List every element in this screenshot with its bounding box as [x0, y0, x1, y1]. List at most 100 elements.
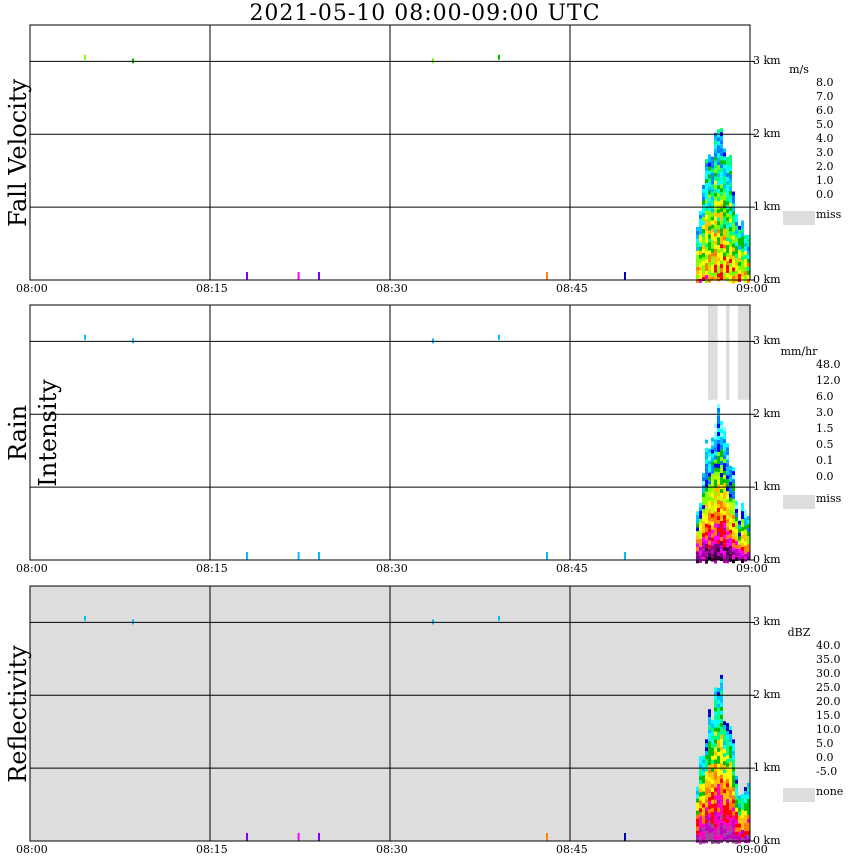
echo-cell [699, 242, 702, 247]
echo-cell [735, 779, 738, 784]
echo-cell [729, 489, 732, 494]
echo-cell [720, 429, 723, 433]
echo-cell [708, 745, 711, 750]
echo-cell [705, 827, 708, 832]
echo-cell [714, 535, 717, 540]
echo-cell [708, 709, 711, 714]
echo-cell [717, 496, 720, 500]
echo-cell [729, 279, 732, 283]
echo-cell [702, 225, 705, 229]
echo-cell [696, 834, 699, 839]
echo-cell [726, 233, 729, 238]
echo-cell [708, 206, 711, 211]
echo-cell [711, 489, 714, 494]
echo-cell [732, 251, 735, 256]
echo-cell [732, 519, 735, 524]
echo-cell [702, 823, 705, 828]
echo-cell [714, 695, 717, 700]
echo-cell [717, 536, 720, 540]
echo-cell [711, 477, 714, 482]
echo-cell [705, 487, 708, 492]
echo-cell [744, 251, 747, 256]
echo-speckle [84, 54, 86, 60]
echo-cell [705, 447, 708, 452]
echo-cell [711, 180, 714, 185]
echo-cell [723, 435, 726, 440]
echo-cell [711, 236, 714, 241]
ground-speckle [546, 272, 548, 280]
echo-cell [729, 179, 732, 183]
echo-cell [705, 511, 708, 516]
echo-cell [720, 750, 723, 755]
ground-speckle [318, 272, 320, 280]
echo-cell [711, 216, 714, 221]
echo-cell [717, 695, 720, 700]
echo-cell [732, 487, 735, 492]
legend-label: 0.0 [816, 188, 834, 201]
echo-cell [720, 541, 723, 545]
echo-cell [711, 517, 714, 522]
echo-cell [744, 787, 747, 792]
y-tick-label: 2 km [753, 127, 781, 141]
echo-cell [696, 262, 699, 267]
echo-cell [696, 507, 699, 512]
echo-cell [705, 803, 708, 808]
echo-cell [708, 496, 711, 501]
echo-cell [729, 734, 732, 739]
echo-cell [738, 815, 741, 820]
echo-cell [708, 528, 711, 533]
chart-title: 2021-05-10 08:00-09:00 UTC [249, 1, 601, 26]
x-tick-label: 08:15 [196, 282, 228, 295]
echo-cell [717, 237, 720, 242]
echo-cell [717, 739, 720, 744]
echo-cell [732, 259, 735, 264]
echo-cell [723, 248, 726, 253]
echo-cell [708, 793, 711, 798]
echo-cell [729, 545, 732, 550]
echo-cell [738, 516, 741, 521]
echo-cell [729, 155, 732, 159]
echo-cell [717, 524, 720, 528]
echo-cell [729, 247, 732, 251]
echo-cell [723, 781, 726, 786]
echo-cell [714, 827, 717, 832]
y-tick-label: 0 km [753, 553, 781, 566]
echo-cell [720, 529, 723, 533]
echo-cell [708, 737, 711, 742]
echo-cell [723, 547, 726, 552]
echo-cell [717, 783, 720, 788]
echo-cell [729, 513, 732, 518]
echo-cell [696, 270, 699, 275]
echo-cell [720, 553, 723, 557]
echo-cell [738, 835, 741, 840]
echo-cell [723, 423, 726, 428]
echo-cell [702, 193, 705, 197]
echo-cell [714, 791, 717, 796]
echo-cell [738, 233, 741, 238]
echo-cell [720, 140, 723, 145]
echo-cell [735, 242, 738, 247]
echo-cell [747, 794, 750, 799]
echo-cell [711, 232, 714, 237]
echo-cell [708, 154, 711, 159]
echo-cell [699, 784, 702, 789]
echo-cell [705, 219, 708, 224]
echo-cell [717, 476, 720, 480]
echo-cell [705, 559, 708, 564]
echo-cell [723, 837, 726, 842]
echo-cell [744, 271, 747, 276]
echo-cell [726, 835, 729, 840]
echo-cell [714, 763, 717, 768]
echo-cell [708, 749, 711, 754]
echo-cell [744, 533, 747, 538]
plot-frame [29, 585, 751, 842]
panel-ylabel: Reflectivity [4, 644, 32, 783]
echo-cell [735, 246, 738, 251]
echo-cell [720, 774, 723, 779]
echo-cell [732, 507, 735, 512]
echo-cell [729, 774, 732, 779]
echo-cell [711, 723, 714, 728]
echo-cell [732, 215, 735, 220]
echo-cell [702, 497, 705, 502]
echo-cell [726, 221, 729, 226]
